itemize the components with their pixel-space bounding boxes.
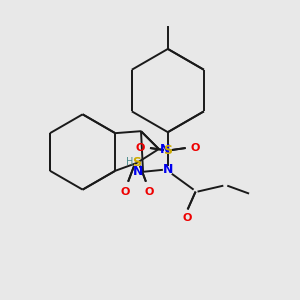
Text: S: S [133,156,142,170]
Text: N: N [160,142,170,155]
Text: N: N [163,163,173,176]
Text: O: O [135,143,145,153]
Text: N: N [133,165,143,178]
Text: H: H [127,157,134,167]
Text: O: O [183,213,192,224]
Text: O: O [144,187,154,196]
Text: O: O [191,143,200,153]
Text: S: S [163,143,172,157]
Text: O: O [121,187,130,196]
